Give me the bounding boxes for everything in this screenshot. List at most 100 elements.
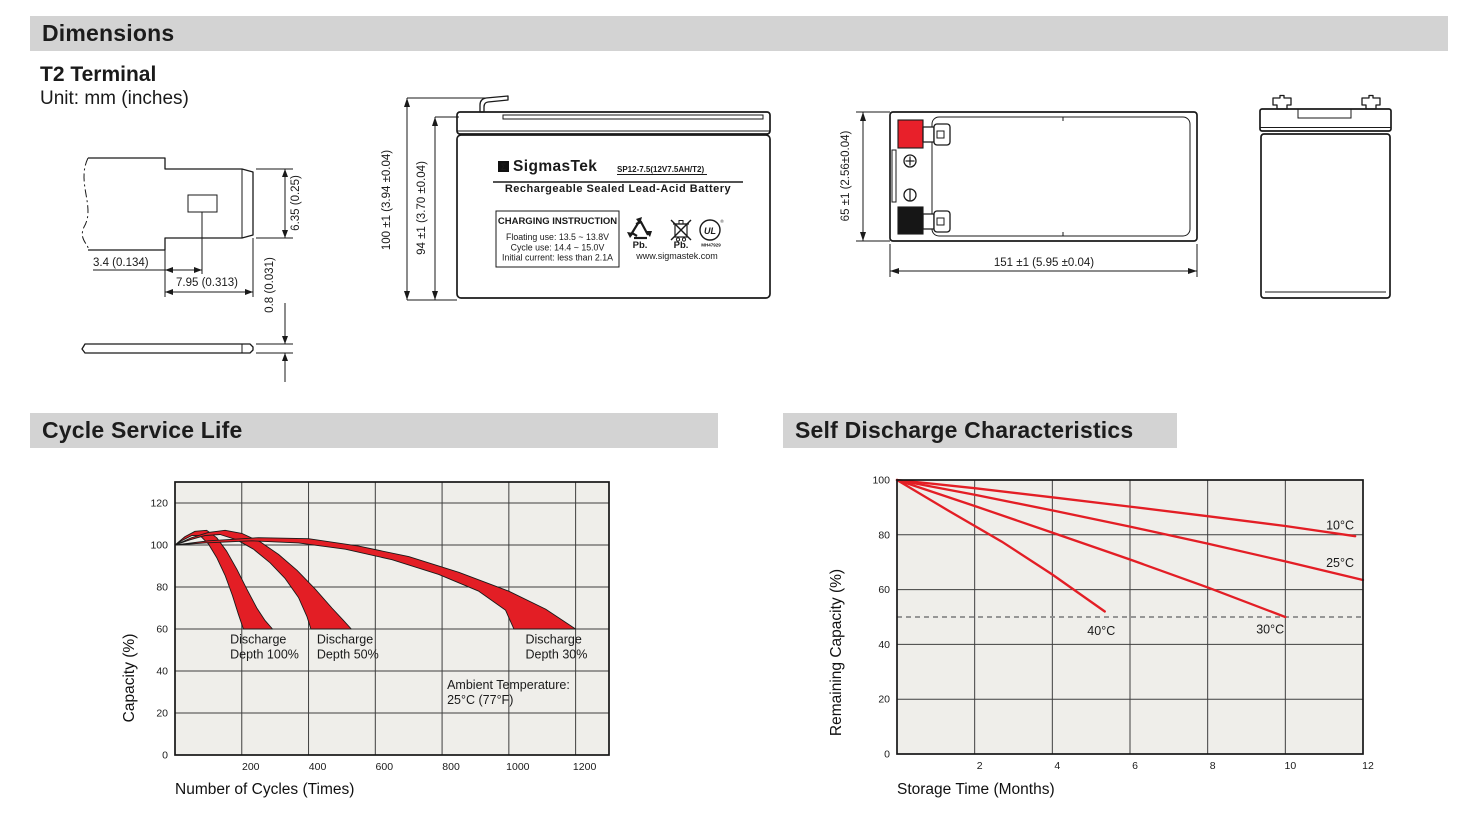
charging-line-3: Initial current: less than 2.1A (502, 253, 613, 263)
annotation: Ambient Temperature: (447, 678, 570, 692)
case-parting-line (891, 149, 897, 203)
terminal-hole (187, 194, 218, 213)
end-view-recess (1297, 108, 1352, 119)
y-tick-label: 20 (878, 694, 890, 706)
cycle-x-axis-label: Number of Cycles (Times) (175, 781, 355, 798)
svg-text:UL: UL (704, 226, 716, 236)
dim-case-height: 94 ±1 (3.70 ±0.04) (416, 161, 428, 255)
series-label: 25°C (1326, 556, 1354, 570)
battery-lid (456, 111, 771, 135)
x-tick-label: 400 (309, 761, 327, 773)
charging-line-1: Floating use: 13.5 ~ 13.8V (506, 232, 609, 242)
top-view-inner-rim (931, 116, 1191, 237)
positive-terminal (897, 119, 951, 149)
section-header-self-discharge: Self Discharge Characteristics (783, 413, 1177, 448)
x-tick-label: 2 (977, 760, 983, 772)
y-tick-label: 60 (156, 624, 168, 636)
battery-front-view: 100 ±1 (3.94 ±0.04) 94 ±1 (3.70 ±0.04) Σ… (381, 95, 771, 301)
model-number: SP12-7.5(12V7.5AH/T2) (617, 165, 704, 174)
lid-vent-strip (502, 114, 764, 120)
x-tick-label: 600 (376, 761, 394, 773)
x-tick-label: 6 (1132, 760, 1138, 772)
annotation: Depth 30% (526, 648, 588, 662)
plot-frame (174, 481, 610, 756)
dim-top-width: 65 ±1 (2.56±0.04) (840, 131, 852, 222)
series-line (895, 478, 1357, 538)
discharge-band (174, 529, 352, 630)
section-title: Self Discharge Characteristics (795, 417, 1134, 443)
end-view-body (1260, 133, 1391, 299)
dim-6-35: 6.35 (0.25) (290, 175, 302, 231)
negative-terminal (897, 206, 951, 235)
series-label: 40°C (1087, 624, 1115, 638)
y-tick-label: 40 (878, 639, 890, 651)
dim-total-height: 100 ±1 (3.94 ±0.04) (381, 150, 393, 250)
sigma-logo-glyph: Σ (501, 162, 507, 172)
x-tick-label: 200 (242, 761, 260, 773)
dim-top-length: 151 ±1 (5.95 ±0.04) (994, 257, 1094, 269)
terminal-blade-bar (81, 343, 254, 354)
y-tick-label: 80 (156, 582, 168, 594)
t2-terminal-block: T2 Terminal Unit: mm (inches) (40, 62, 189, 111)
ul-mark-icon: UL ® (699, 218, 724, 241)
section-header-cycle-service-life: Cycle Service Life (30, 413, 718, 448)
battery-body (456, 134, 771, 299)
blade-hole (936, 130, 945, 139)
break-line (81, 157, 89, 251)
dim-3-4: 3.4 (0.134) (93, 257, 149, 269)
brand-name: SigmasTek (513, 158, 597, 175)
section-title: Dimensions (42, 20, 175, 46)
x-tick-label: 4 (1054, 760, 1060, 772)
x-tick-label: 1200 (573, 761, 597, 773)
terminal-type-title: T2 Terminal (40, 63, 157, 86)
series-line (895, 478, 1365, 582)
cycle-y-axis-label: Capacity (%) (121, 633, 138, 723)
dim-7-95: 7.95 (0.313) (176, 277, 238, 289)
self-y-axis-label: Remaining Capacity (%) (828, 568, 845, 737)
series-line (895, 478, 1106, 613)
y-tick-label: 80 (878, 529, 890, 541)
battery-top-view: 65 ±1 (2.56±0.04) 151 ±1 (5.95 ±0.04) (840, 111, 1198, 277)
y-tick-label: 60 (878, 584, 890, 596)
charging-title: CHARGING INSTRUCTION (498, 216, 617, 227)
x-tick-label: 10 (1284, 760, 1296, 772)
annotation: Discharge (526, 633, 582, 647)
recycle-pb-label: Pb. (633, 240, 648, 251)
series-label: 30°C (1256, 622, 1284, 636)
terminal-detail-drawing: 3.4 (0.134) 7.95 (0.313) 6.35 (0.25) 0.8… (81, 157, 302, 382)
annotation: Discharge (230, 633, 286, 647)
terminal-profile-outline (88, 157, 254, 251)
charging-line-2: Cycle use: 14.4 ~ 15.0V (511, 243, 605, 253)
annotation: Depth 50% (317, 648, 379, 662)
series-line (895, 478, 1287, 619)
website-text: www.sigmastek.com (635, 251, 718, 261)
battery-type-line: Rechargeable Sealed Lead-Acid Battery (505, 183, 732, 195)
end-view-terminal-post (1272, 94, 1292, 110)
cycle-service-life-chart: 200 400 600 800 1000 1200 0 20 40 60 80 100 120 Disch… (150, 481, 610, 773)
x-tick-label: 800 (442, 761, 460, 773)
discharge-band (174, 537, 577, 630)
plot-frame (896, 479, 1364, 755)
x-tick-label: 8 (1210, 760, 1216, 772)
section-title: Cycle Service Life (42, 417, 243, 443)
annotation: Discharge (317, 633, 373, 647)
x-tick-label: 1000 (506, 761, 530, 773)
section-header-dimensions: Dimensions (30, 16, 1448, 51)
y-tick-label: 100 (872, 475, 890, 487)
series-label: 10°C (1326, 518, 1354, 532)
battery-end-view (1259, 94, 1392, 299)
y-tick-label: 100 (150, 540, 168, 552)
y-tick-label: 20 (156, 708, 168, 720)
ul-file-number: MH47929 (701, 243, 721, 248)
self-discharge-chart: 10°C 25°C 30°C 40°C 2 4 6 8 10 12 0 20 40 60 80 100 (872, 475, 1374, 773)
annotation: 25°C (77°F) (447, 693, 513, 707)
y-tick-label: 40 (156, 666, 168, 678)
plus-screw-icon (903, 154, 917, 168)
x-tick-label: 12 (1362, 760, 1374, 772)
svg-text:®: ® (720, 218, 724, 224)
y-tick-label: 120 (150, 498, 168, 510)
unit-note: Unit: mm (inches) (40, 88, 189, 109)
front-terminal-tab (479, 95, 509, 113)
top-view-case (889, 111, 1198, 242)
bin-pb-label: Pb. (674, 240, 689, 251)
